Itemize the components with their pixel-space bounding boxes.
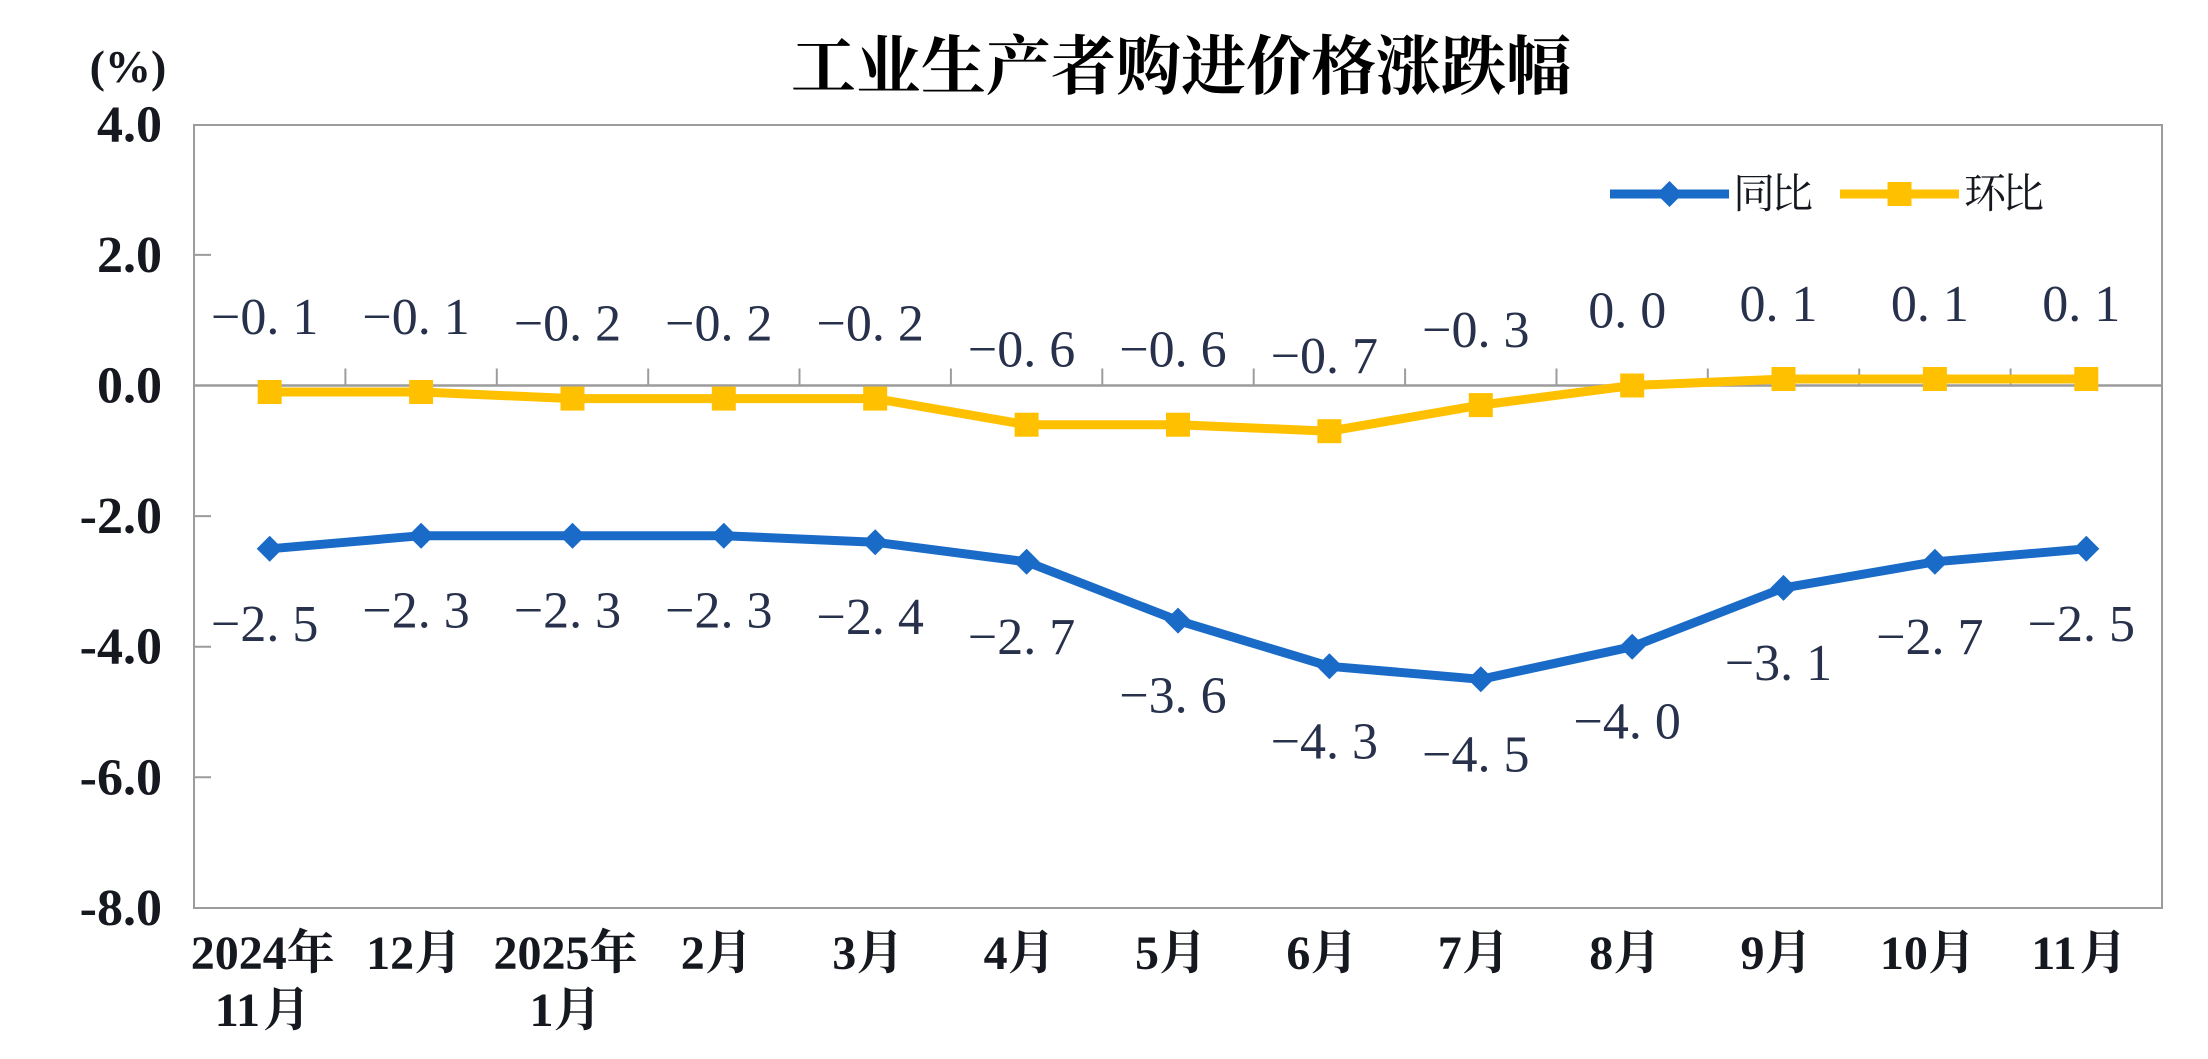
svg-text:−0. 6: −0. 6	[1119, 322, 1226, 379]
svg-text:−0. 1: −0. 1	[362, 289, 469, 346]
svg-text:−4. 0: −4. 0	[1574, 694, 1681, 751]
svg-text:0.0: 0.0	[97, 358, 162, 415]
svg-text:−2. 3: −2. 3	[514, 583, 621, 640]
svg-text:2024: 2024	[191, 927, 287, 980]
svg-text:−4. 5: −4. 5	[1422, 726, 1529, 783]
svg-text:-2.0: -2.0	[80, 488, 162, 545]
svg-text:7: 7	[1438, 927, 1462, 980]
svg-text:5: 5	[1135, 927, 1159, 980]
svg-text:−2. 7: −2. 7	[968, 609, 1075, 666]
svg-text:−3. 6: −3. 6	[1119, 668, 1226, 725]
svg-text:−2. 3: −2. 3	[362, 583, 469, 640]
svg-text:9: 9	[1741, 927, 1765, 980]
svg-text:−2. 7: −2. 7	[1876, 609, 1983, 666]
svg-text:12: 12	[366, 927, 414, 980]
svg-text:−0. 3: −0. 3	[1422, 302, 1529, 359]
svg-text:−0. 2: −0. 2	[665, 296, 772, 353]
svg-text:−0. 2: −0. 2	[514, 296, 621, 353]
svg-text:11: 11	[2031, 927, 2076, 980]
svg-text:−2. 5: −2. 5	[2028, 596, 2135, 653]
svg-text:4: 4	[984, 927, 1008, 980]
svg-text:−4. 3: −4. 3	[1271, 713, 1378, 770]
svg-text:−0. 7: −0. 7	[1271, 328, 1378, 385]
svg-text:11: 11	[215, 984, 260, 1037]
svg-text:2.0: 2.0	[97, 227, 162, 284]
svg-text:8: 8	[1589, 927, 1613, 980]
svg-text:2: 2	[681, 927, 705, 980]
svg-text:-4.0: -4.0	[80, 619, 162, 676]
svg-text:0. 1: 0. 1	[2042, 276, 2120, 333]
svg-text:-6.0: -6.0	[80, 749, 162, 806]
svg-text:6: 6	[1286, 927, 1310, 980]
svg-text:0. 1: 0. 1	[1740, 276, 1818, 333]
svg-text:−0. 1: −0. 1	[211, 289, 318, 346]
svg-text:−3. 1: −3. 1	[1725, 635, 1832, 692]
svg-text:3: 3	[832, 927, 856, 980]
svg-text:−0. 6: −0. 6	[968, 322, 1075, 379]
svg-text:(%): (%)	[90, 41, 167, 92]
svg-text:0. 1: 0. 1	[1891, 276, 1969, 333]
svg-text:4.0: 4.0	[97, 96, 162, 153]
svg-text:0. 0: 0. 0	[1588, 283, 1666, 340]
svg-text:-8.0: -8.0	[80, 880, 162, 937]
svg-text:−0. 2: −0. 2	[817, 296, 924, 353]
svg-text:−2. 4: −2. 4	[817, 589, 924, 646]
svg-text:−2. 5: −2. 5	[211, 596, 318, 653]
svg-text:1: 1	[530, 984, 554, 1037]
svg-text:2025: 2025	[494, 927, 590, 980]
svg-text:−2. 3: −2. 3	[665, 583, 772, 640]
svg-text:10: 10	[1880, 927, 1928, 980]
